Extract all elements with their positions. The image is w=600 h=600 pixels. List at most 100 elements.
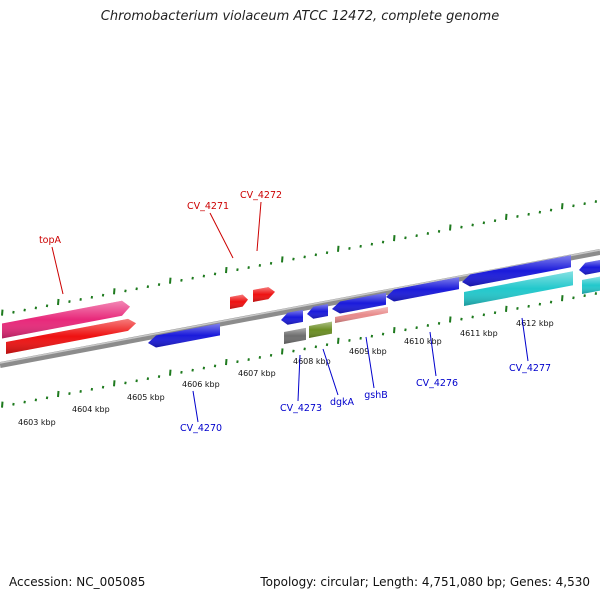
feature-layer bbox=[2, 255, 600, 354]
reverse-scale-tick bbox=[325, 343, 329, 347]
forward-scale-tick bbox=[482, 221, 486, 225]
reverse-scale-tick bbox=[146, 377, 150, 381]
reverse-scale-tick bbox=[180, 370, 183, 374]
reverse-scale-tick bbox=[482, 313, 486, 317]
leader-dgkA bbox=[322, 348, 339, 396]
reverse-scale-tick bbox=[258, 355, 262, 359]
forward-scale-tick bbox=[449, 224, 452, 231]
reverse-scale-tick bbox=[79, 390, 82, 393]
leader-CV_4277 bbox=[521, 317, 529, 362]
forward-scale-tick bbox=[269, 261, 273, 265]
reverse-scale-tick bbox=[1, 401, 4, 408]
reverse-scale-tick bbox=[236, 360, 239, 364]
forward-scale-tick bbox=[314, 253, 318, 257]
feature-shading bbox=[6, 318, 136, 354]
feature-shading bbox=[386, 277, 459, 302]
feature-shading bbox=[307, 304, 328, 319]
feature-label-CV_4273[interactable]: CV_4273 bbox=[280, 403, 322, 414]
forward-scale-tick bbox=[381, 240, 385, 244]
feature-shading bbox=[253, 287, 275, 302]
reverse-scale-tick bbox=[370, 334, 374, 338]
reverse-scale-tick bbox=[34, 398, 38, 402]
forward-scale-tick bbox=[493, 219, 497, 223]
forward-scale-tick bbox=[1, 309, 4, 316]
reverse-scale-tick bbox=[381, 332, 385, 336]
forward-scale-tick bbox=[303, 255, 306, 259]
feature-shading bbox=[281, 309, 303, 325]
forward-scale-tick bbox=[169, 277, 172, 284]
leader-CV_4272 bbox=[256, 201, 262, 252]
leader-gshB bbox=[365, 336, 375, 389]
feature-label-CV_4272[interactable]: CV_4272 bbox=[240, 190, 282, 201]
feature-shading bbox=[284, 327, 306, 344]
reverse-scale-tick bbox=[191, 368, 194, 372]
scale-label: 4607 kbp bbox=[238, 369, 276, 378]
reverse-scale-tick bbox=[437, 321, 441, 325]
forward-scale-tick bbox=[359, 244, 362, 248]
reverse-scale-tick bbox=[415, 326, 418, 330]
forward-scale-tick bbox=[45, 304, 49, 308]
reverse-scale-tick bbox=[57, 390, 60, 398]
forward-scale-tick bbox=[213, 272, 217, 276]
reverse-scale-tick bbox=[124, 381, 127, 385]
scale-label: 4603 kbp bbox=[18, 418, 56, 427]
reverse-scale-tick bbox=[225, 358, 228, 366]
reverse-scale-tick bbox=[404, 328, 407, 332]
scale-label: 4610 kbp bbox=[404, 337, 442, 346]
forward-scale-tick bbox=[460, 225, 463, 229]
forward-scale-tick bbox=[471, 223, 474, 227]
feature-shading bbox=[148, 323, 220, 348]
forward-scale-tick bbox=[538, 210, 542, 214]
feature-label-CV_4270[interactable]: CV_4270 bbox=[180, 423, 222, 434]
reverse-scale-tick bbox=[68, 392, 71, 396]
forward-scale-tick bbox=[135, 287, 138, 291]
leader-CV_4273 bbox=[297, 354, 301, 402]
reverse-scale-tick bbox=[135, 379, 138, 383]
forward-scale-tick bbox=[236, 268, 239, 272]
forward-scale-tick bbox=[57, 298, 60, 306]
forward-scale-tick bbox=[79, 298, 82, 301]
forward-scale-tick bbox=[437, 229, 441, 233]
feature-label-gshB[interactable]: gshB bbox=[364, 390, 388, 401]
forward-scale-tick bbox=[258, 263, 262, 267]
forward-scale-ticks bbox=[1, 200, 598, 316]
reverse-scale-tick bbox=[169, 369, 172, 376]
reverse-scale-tick bbox=[292, 349, 295, 353]
forward-scale-tick bbox=[113, 288, 116, 295]
scale-label: 4604 kbp bbox=[72, 405, 110, 414]
feature-label-CV_4271[interactable]: CV_4271 bbox=[187, 201, 229, 212]
forward-scale-tick bbox=[594, 200, 598, 204]
forward-scale-tick bbox=[68, 300, 71, 304]
map-title: Chromobacterium violaceum ATCC 12472, co… bbox=[100, 9, 500, 24]
feature-label-topA[interactable]: topA bbox=[39, 235, 62, 246]
genome-summary-text: Topology: circular; Length: 4,751,080 bp… bbox=[260, 575, 590, 589]
feature-label-CV_4277[interactable]: CV_4277 bbox=[509, 363, 551, 374]
forward-scale-tick bbox=[561, 203, 564, 210]
reverse-scale-tick bbox=[549, 300, 553, 304]
leader-CV_4271 bbox=[209, 212, 234, 259]
forward-scale-tick bbox=[12, 310, 15, 314]
feature-shading bbox=[579, 260, 600, 275]
reverse-scale-tick bbox=[213, 364, 217, 368]
feature-shading bbox=[332, 292, 386, 314]
scale-label: 4612 kbp bbox=[516, 319, 554, 328]
forward-scale-tick bbox=[505, 213, 508, 220]
reverse-scale-tick bbox=[471, 315, 474, 319]
reverse-scale-tick bbox=[337, 337, 340, 344]
reverse-scale-tick bbox=[493, 311, 497, 315]
forward-scale-tick bbox=[404, 236, 407, 240]
feature-shading bbox=[335, 306, 388, 323]
feature-shading bbox=[462, 255, 571, 287]
forward-scale-tick bbox=[572, 204, 575, 208]
reverse-scale-tick bbox=[12, 402, 15, 406]
forward-scale-tick bbox=[415, 234, 418, 238]
feature-label-dgkA[interactable]: dgkA bbox=[330, 397, 355, 408]
forward-scale-tick bbox=[426, 232, 430, 235]
reverse-scale-tick bbox=[202, 366, 206, 370]
reverse-scale-ticks bbox=[1, 292, 598, 408]
feature-shading bbox=[309, 321, 332, 338]
feature-label-CV_4276[interactable]: CV_4276 bbox=[416, 378, 458, 389]
feature-labels: topA CV_4271 CV_4272 CV_4270 CV_4273 dgkA gshB… bbox=[39, 190, 551, 434]
reverse-scale-tick bbox=[303, 347, 306, 351]
